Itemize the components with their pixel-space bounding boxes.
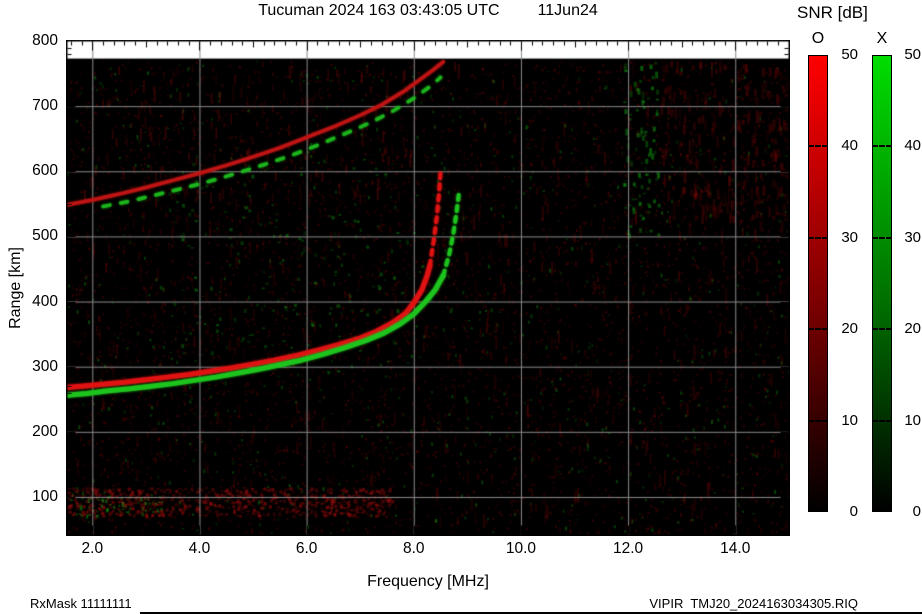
o-colorbar-tick-label: 50 <box>841 46 858 63</box>
colorbar-tick-dash <box>808 328 828 331</box>
y-tick-label: 800 <box>32 32 58 49</box>
x-tick-label: 2.0 <box>81 540 104 557</box>
x-tick-label: 8.0 <box>402 540 425 557</box>
x-tick-label: 10.0 <box>505 540 537 557</box>
bottom-divider <box>140 612 922 614</box>
plot-title: Tucuman 2024 163 03:43:05 UTC 11Jun24 <box>66 2 790 20</box>
x-colorbar-tick-label: 50 <box>904 46 921 63</box>
plot-title-station: Tucuman 2024 163 03:43:05 UTC <box>258 2 500 19</box>
ionogram-canvas <box>66 40 790 536</box>
y-tick-label: 700 <box>32 97 58 115</box>
colorbar-tick-dash <box>872 419 892 422</box>
o-colorbar-tick-label: 30 <box>841 228 858 246</box>
y-tick-label: 100 <box>32 487 58 505</box>
x-colorbar-tick-label: 10 <box>904 411 921 429</box>
colorbar-tick-dash <box>808 419 828 422</box>
y-tick-label: 400 <box>32 292 58 310</box>
colorbar-tick-dash <box>872 145 892 148</box>
o-colorbar-tick-label: 10 <box>841 411 858 429</box>
y-tick-label: 300 <box>32 357 58 375</box>
data-file-label: VIPIR TMJ20_2024163034305.RIQ <box>649 596 858 611</box>
colorbar-tick-dash <box>808 236 828 239</box>
colorbar-tick-dash <box>808 145 828 148</box>
colorbar-tick-dash <box>872 236 892 239</box>
x-colorbar-tick-label: 20 <box>904 320 921 338</box>
x-tick-label: 4.0 <box>188 540 211 557</box>
x-tick-label: 6.0 <box>295 540 318 557</box>
y-tick-label: 200 <box>32 422 58 440</box>
y-axis-title: Range [km] <box>7 247 24 329</box>
snr-scale-title: SNR [dB] <box>797 3 868 22</box>
o-colorbar-tick-label: 0 <box>849 503 858 520</box>
o-mode-label: O <box>811 30 825 47</box>
x-axis-title: Frequency [MHz] <box>367 573 489 590</box>
o-colorbar-tick-label: 20 <box>841 320 858 338</box>
y-tick-label: 500 <box>32 227 58 245</box>
x-tick-label: 12.0 <box>613 540 644 557</box>
x-mode-label: X <box>876 30 888 47</box>
colorbar-tick-dash <box>872 328 892 331</box>
plot-title-date: 11Jun24 <box>537 2 598 19</box>
x-colorbar-tick-label: 0 <box>912 503 921 520</box>
o-colorbar-tick-label: 40 <box>841 137 858 155</box>
x-colorbar-tick-label: 30 <box>904 228 921 246</box>
rxmask-label: RxMask 11111111 <box>30 596 132 611</box>
y-tick-label: 600 <box>32 162 58 180</box>
x-mode-colorbar <box>872 55 892 512</box>
o-mode-colorbar <box>808 55 828 512</box>
x-tick-label: 14.0 <box>720 540 751 557</box>
x-colorbar-tick-label: 40 <box>904 137 921 155</box>
